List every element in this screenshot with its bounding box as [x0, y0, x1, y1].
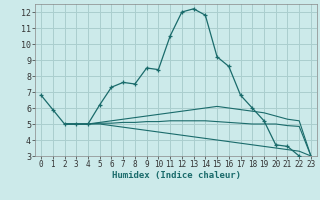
X-axis label: Humidex (Indice chaleur): Humidex (Indice chaleur) — [111, 171, 241, 180]
